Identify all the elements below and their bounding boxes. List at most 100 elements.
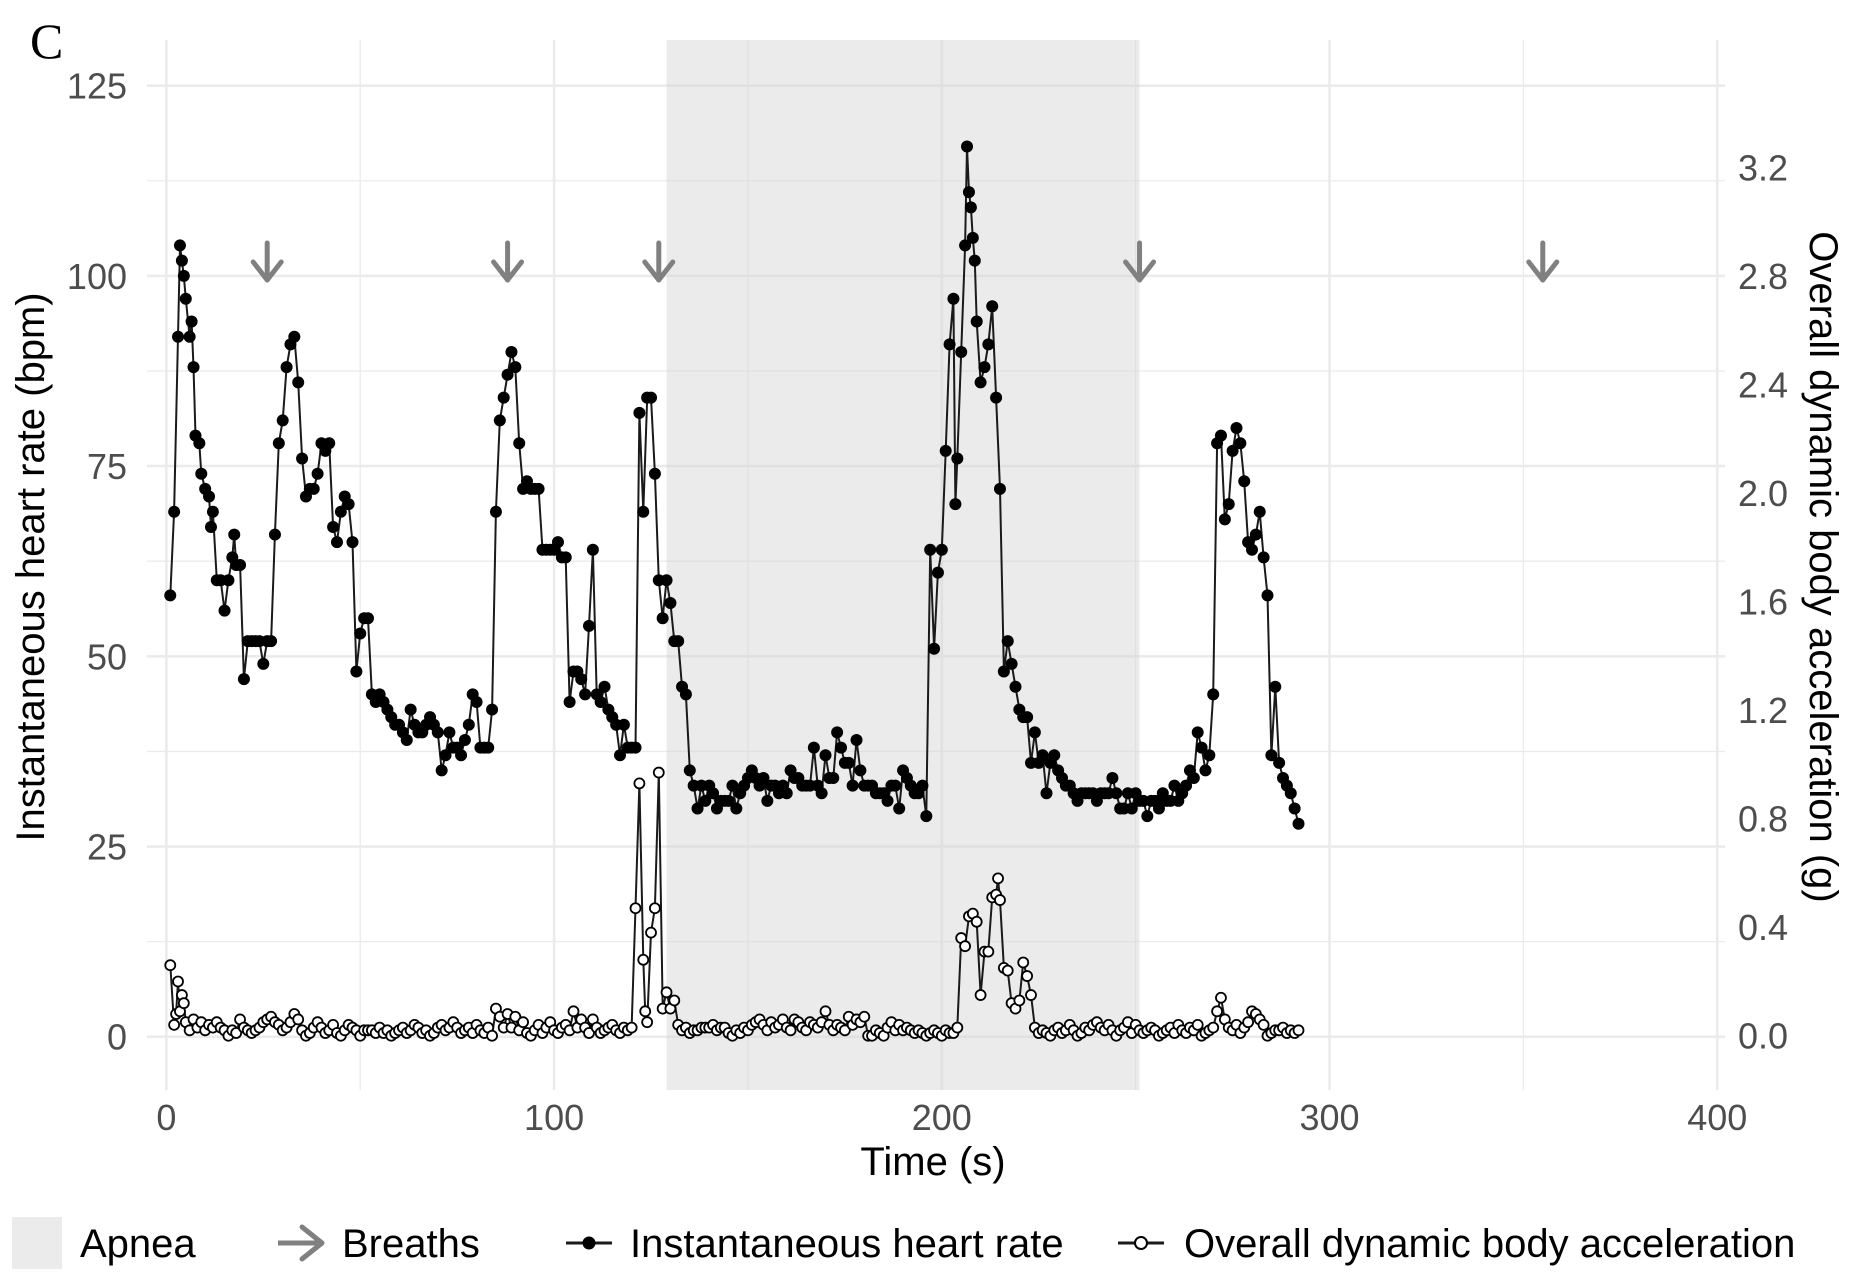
heart-rate-point: [582, 619, 595, 632]
y2-tick-label: 2.8: [1738, 256, 1788, 297]
odba-point: [637, 953, 650, 966]
heart-rate-point: [1021, 711, 1034, 724]
legend-odba-key: [1118, 1236, 1164, 1250]
heart-rate-point: [173, 239, 186, 252]
heart-rate-point: [1218, 513, 1231, 526]
odba-point: [974, 989, 987, 1001]
heart-rate-point: [961, 140, 974, 153]
y-tick-label: 0: [107, 1017, 127, 1058]
x-tick-label: 100: [524, 1097, 584, 1138]
heart-rate-point: [1180, 779, 1193, 792]
heart-rate-point: [501, 368, 514, 381]
tick-labels: 0 100 200 300 400 0 25 50 75 100 125 0.0 0.4 0.8 1.2 1.…: [67, 66, 1788, 1138]
heart-rate-point: [1265, 749, 1278, 762]
odba-point: [1017, 956, 1030, 969]
heart-rate-point: [827, 772, 840, 785]
odba-point: [1013, 994, 1026, 1007]
x-axis-title: Time (s): [860, 1140, 1005, 1184]
heart-rate-point: [683, 764, 696, 777]
odba-point: [486, 1029, 498, 1042]
heart-rate-point: [489, 505, 502, 518]
heart-rate-point: [691, 802, 704, 815]
heart-rate-point: [1110, 787, 1123, 800]
heart-rate-point: [1106, 772, 1119, 785]
heart-rate-point: [672, 635, 685, 648]
heart-rate-point: [482, 741, 495, 754]
breath-arrows: [250, 240, 1560, 283]
heart-rate-point: [443, 726, 456, 739]
heart-rate-point: [982, 338, 995, 351]
heart-rate-point: [614, 749, 627, 762]
odba-point: [583, 1027, 595, 1039]
y-tick-label: 75: [87, 446, 127, 487]
heart-rate-point: [168, 505, 181, 518]
grid-over-apnea: [666, 40, 1140, 1090]
y2-tick-label: 2.0: [1738, 473, 1788, 514]
heart-rate-point: [559, 551, 572, 564]
heart-rate-point: [551, 536, 564, 549]
panel-label: C: [30, 13, 63, 69]
heart-rate-point: [361, 612, 374, 625]
odba-point: [660, 986, 673, 999]
odba-point: [951, 1021, 964, 1034]
heart-rate-point: [881, 794, 894, 807]
odba-point: [994, 894, 1006, 906]
heart-rate-point: [563, 695, 576, 708]
breath-arrow: [1526, 240, 1560, 283]
heart-rate-point: [1273, 756, 1286, 769]
heart-rate-point: [707, 787, 720, 800]
heart-rate-point: [924, 543, 937, 556]
heart-rate-point: [1028, 726, 1041, 739]
odba-point: [982, 945, 995, 958]
heart-rate-point: [1222, 498, 1235, 511]
breath-arrow: [491, 240, 525, 283]
odba-point: [1021, 970, 1034, 982]
odba-point: [1211, 1005, 1223, 1018]
heart-rate-point: [726, 779, 739, 792]
heart-rate-point: [1203, 749, 1216, 762]
heart-rate-point: [1238, 475, 1251, 488]
breath-arrow-head: [1526, 259, 1560, 283]
heart-rate-point: [307, 482, 320, 495]
apnea-shading: [666, 40, 1140, 1090]
odba-point: [177, 997, 190, 1010]
y2-tick-label: 3.2: [1738, 148, 1788, 189]
heart-rate-point: [951, 452, 964, 465]
heart-rate-point: [346, 536, 359, 549]
heart-rate-point: [1261, 589, 1274, 602]
y-tick-label: 125: [67, 66, 127, 107]
heart-rate-point: [497, 391, 510, 404]
legend-apnea-key: [12, 1217, 62, 1269]
heart-rate-point: [179, 292, 192, 305]
heart-rate-point: [949, 498, 962, 511]
heart-rate-point: [1168, 779, 1181, 792]
legend-odba-label: Overall dynamic body acceleration: [1184, 1222, 1795, 1266]
heart-rate-point: [350, 665, 363, 678]
odba-point: [641, 1016, 654, 1029]
heart-rate-point: [664, 597, 677, 610]
x-tick-label: 300: [1299, 1097, 1359, 1138]
heart-rate-point: [959, 239, 972, 252]
heart-rate-point: [645, 391, 658, 404]
heart-rate-point: [679, 688, 692, 701]
odba-point: [509, 1010, 522, 1023]
heart-rate-point: [1230, 422, 1243, 435]
heart-rate-point: [1187, 772, 1200, 785]
y2-tick-label: 0.8: [1738, 799, 1788, 840]
heart-rate-point: [1234, 437, 1247, 450]
heart-rate-point: [1245, 543, 1258, 556]
heart-rate-point: [439, 749, 452, 762]
heart-rate-point: [204, 520, 217, 533]
heart-rate-point: [889, 779, 902, 792]
heart-rate-point: [431, 726, 444, 739]
odba-point: [668, 994, 681, 1007]
legend: Apnea Breaths Instantaneous heart rate O…: [12, 1217, 1795, 1269]
heart-rate-point: [699, 794, 712, 807]
heart-rate-point: [629, 741, 642, 754]
heart-rate-point: [761, 794, 774, 807]
heart-rate-point: [206, 505, 219, 518]
odba-point: [858, 1010, 871, 1023]
odba-point: [517, 1016, 529, 1029]
heart-rate-point: [311, 467, 324, 480]
heart-rate-point: [931, 566, 944, 579]
